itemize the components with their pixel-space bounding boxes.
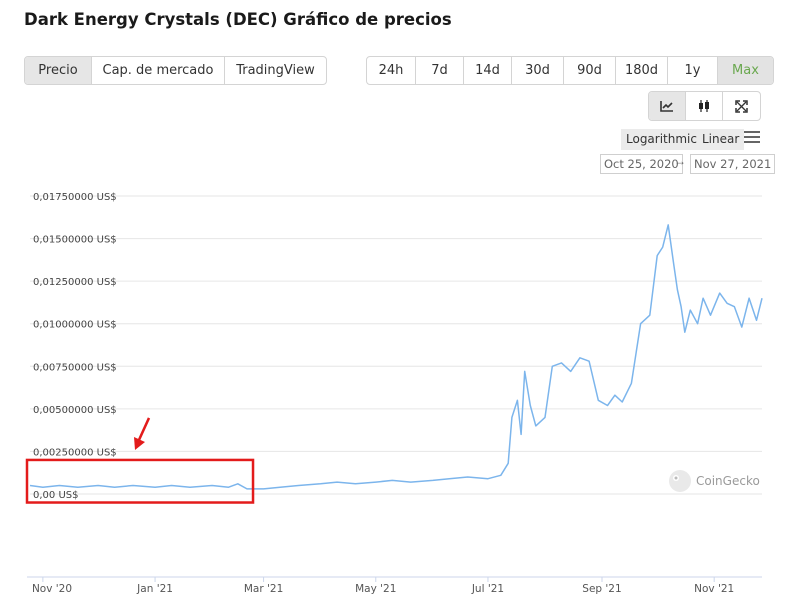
y-tick-label: 0,00 US$	[33, 490, 78, 501]
y-tick-label: 0,00750000 US$	[33, 362, 117, 373]
y-tick-label: 0,00250000 US$	[33, 447, 117, 458]
y-tick-label: 0,01500000 US$	[33, 235, 117, 246]
tab-tradingview[interactable]: TradingView	[236, 63, 315, 78]
y-tick-label: 0,01000000 US$	[33, 320, 117, 331]
watermark-label: CoinGecko	[696, 474, 760, 488]
x-axis: Nov '20 Jan '21 Mar '21 May '21 Jul '21 Sep '…	[27, 576, 762, 595]
y-tick-label: 0,01750000 US$	[33, 192, 117, 203]
tab-market-cap[interactable]: Cap. de mercado	[92, 57, 225, 84]
page-title: Dark Energy Crystals (DEC) Gráfico de pr…	[24, 10, 452, 29]
fullscreen-icon[interactable]	[723, 92, 760, 120]
x-tick-label: Sep '21	[582, 583, 621, 595]
coingecko-logo-icon	[669, 470, 691, 492]
y-axis-labels: 0,00 US$ 0,00250000 US$ 0,00500000 US$ 0,00…	[33, 192, 117, 501]
date-to-field[interactable]: Nov 27, 2021	[690, 154, 776, 174]
x-tick-label: Jan '21	[136, 583, 173, 595]
range-180d-button[interactable]: 180d	[616, 57, 668, 84]
coingecko-watermark: CoinGecko	[669, 470, 760, 492]
linear-scale-button[interactable]: Linear	[697, 129, 745, 150]
range-14d-button[interactable]: 14d	[464, 57, 512, 84]
range-90d-button[interactable]: 90d	[564, 57, 616, 84]
x-tick-label: Nov '20	[32, 583, 72, 595]
highlight-annotation	[25, 417, 255, 504]
annotation-arrow-head	[134, 436, 145, 450]
range-1y-button[interactable]: 1y	[668, 57, 718, 84]
y-tick-label: 0,01250000 US$	[33, 277, 117, 288]
line-chart-icon[interactable]	[649, 92, 686, 120]
x-tick-label: Jul '21	[471, 583, 504, 595]
highlight-box	[25, 458, 255, 504]
date-from-field[interactable]: Oct 25, 2020	[600, 154, 683, 174]
view-tabs: Precio Cap. de mercado TradingView	[24, 56, 327, 85]
hamburger-menu-icon[interactable]	[744, 131, 760, 145]
range-7d-button[interactable]: 7d	[416, 57, 464, 84]
annotation-arrow-icon	[137, 417, 151, 441]
chart-type-tools	[648, 91, 761, 121]
y-tick-label: 0,00500000 US$	[33, 405, 117, 416]
candlestick-icon[interactable]	[686, 92, 723, 120]
date-range-arrow-icon: →	[674, 154, 686, 168]
time-range-tabs: 24h 7d 14d 30d 90d 180d 1y Max	[366, 56, 774, 85]
chart-gridlines	[30, 195, 762, 495]
range-max-button[interactable]: Max	[718, 57, 773, 84]
x-tick-label: May '21	[355, 583, 396, 595]
range-24h-button[interactable]: 24h	[367, 57, 416, 84]
x-tick-label: Mar '21	[244, 583, 283, 595]
tab-price[interactable]: Precio	[25, 57, 92, 84]
price-line	[29, 224, 763, 490]
logarithmic-scale-button[interactable]: Logarithmic	[621, 129, 702, 150]
x-tick-label: Nov '21	[694, 583, 734, 595]
range-30d-button[interactable]: 30d	[512, 57, 564, 84]
